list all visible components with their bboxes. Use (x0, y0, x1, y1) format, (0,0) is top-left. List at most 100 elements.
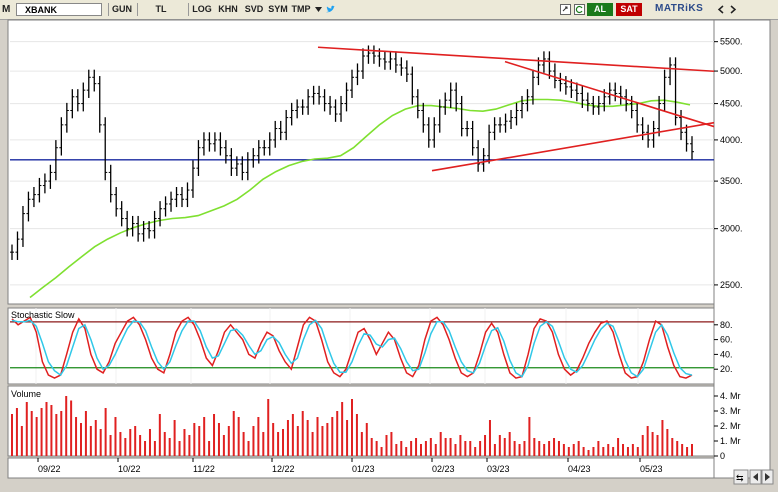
price-bar (125, 210, 130, 237)
triangle-left-icon (753, 473, 758, 481)
volume-bar (484, 435, 487, 456)
volume-bar (252, 426, 255, 456)
toolbar: M XBANK GUN TL LOG KHN SVD SYM TMP AL SA… (0, 0, 778, 20)
tmp-button[interactable]: TMP (291, 4, 311, 14)
volume-bar (30, 411, 33, 456)
price-bar (158, 201, 163, 227)
price-bar (668, 57, 673, 86)
price-bar (317, 85, 322, 105)
volume-bar (351, 399, 353, 456)
price-bar (662, 69, 667, 112)
sell-button[interactable]: SAT (616, 3, 642, 16)
price-bar (476, 140, 481, 172)
volume-bar (277, 432, 280, 456)
price-bar (591, 95, 596, 115)
twitter-icon[interactable] (325, 4, 336, 15)
symbol-label: XBANK (25, 5, 58, 15)
price-bar (618, 85, 623, 105)
volume-bar (395, 444, 398, 456)
app-menu-icon[interactable]: M (2, 4, 11, 15)
volume-bar (326, 423, 329, 456)
symbol-selector[interactable]: XBANK (16, 3, 102, 16)
price-bar (97, 76, 102, 133)
price-bar (613, 82, 618, 102)
sym-button[interactable]: SYM (268, 4, 288, 14)
volume-bar (375, 441, 378, 456)
price-bar (295, 99, 300, 119)
volume-bar (686, 447, 689, 456)
price-bar (339, 95, 344, 122)
price-bar (48, 164, 53, 189)
volume-bar (410, 441, 413, 456)
volume-bar (577, 441, 580, 456)
price-bar (437, 99, 442, 133)
volume-bar (538, 441, 541, 456)
volume-bar (607, 444, 610, 456)
svd-button[interactable]: SVD (244, 4, 264, 14)
currency-button[interactable]: TL (155, 4, 167, 14)
toolbar-divider (108, 3, 109, 16)
price-bar (103, 117, 108, 181)
price-bar (596, 95, 601, 115)
price-bar (229, 148, 234, 176)
log-button[interactable]: LOG (192, 4, 212, 14)
volume-bar (459, 435, 462, 456)
chevron-left-icon[interactable] (716, 4, 727, 15)
price-tick-label: 2500. (720, 280, 743, 290)
volume-bar (488, 420, 491, 456)
buy-button[interactable]: AL (587, 3, 613, 16)
volume-bar (572, 444, 575, 456)
export-icon[interactable] (560, 4, 571, 15)
price-bar (454, 82, 459, 112)
price-bar (240, 156, 245, 181)
volume-bar (355, 414, 358, 456)
volume-bar (50, 405, 53, 456)
price-bar (152, 210, 157, 239)
volume-bar (548, 441, 551, 456)
chevron-down-icon[interactable] (313, 4, 324, 15)
volume-bar (612, 447, 615, 456)
volume-bar (119, 432, 122, 456)
price-bar (262, 140, 267, 156)
volume-bar (213, 414, 216, 456)
price-bar (185, 182, 190, 208)
nav-swap-button[interactable] (733, 469, 749, 485)
price-bar (585, 92, 590, 112)
x-tick-label: 11/22 (193, 464, 215, 474)
volume-bar (262, 432, 265, 456)
period-button[interactable]: GUN (112, 4, 132, 14)
price-bar (574, 82, 579, 102)
volume-bar (651, 432, 654, 456)
moving-average-line (29, 98, 691, 299)
chevron-right-icon[interactable] (727, 4, 738, 15)
price-bar (300, 99, 305, 115)
volume-bar (493, 444, 496, 456)
price-tick-label: 3000. (720, 224, 743, 234)
x-tick-label: 09/22 (38, 464, 61, 474)
price-bar (547, 51, 552, 79)
price-panel (7, 19, 715, 305)
volume-bar (316, 417, 319, 456)
price-bar (404, 60, 409, 82)
volume-tick-label: 1. Mr (720, 436, 741, 446)
volume-bar (656, 435, 659, 456)
price-bar (646, 124, 651, 148)
price-bar (541, 51, 546, 73)
volume-bar (45, 402, 48, 456)
volume-bar (498, 435, 501, 456)
volume-layer (11, 396, 693, 456)
price-bar (64, 102, 69, 133)
refresh-icon[interactable] (574, 4, 585, 15)
volume-bar (597, 441, 600, 456)
volume-bar (661, 420, 664, 456)
price-bar (163, 196, 168, 217)
price-bar (311, 85, 316, 105)
price-bar (136, 215, 141, 242)
price-tick-label: 4500. (720, 99, 743, 109)
khn-button[interactable]: KHN (218, 4, 238, 14)
price-bar (196, 140, 201, 176)
price-bar (393, 51, 398, 73)
price-bar (59, 117, 64, 156)
toolbar-divider (137, 3, 138, 16)
stoch-k-line (11, 316, 693, 379)
